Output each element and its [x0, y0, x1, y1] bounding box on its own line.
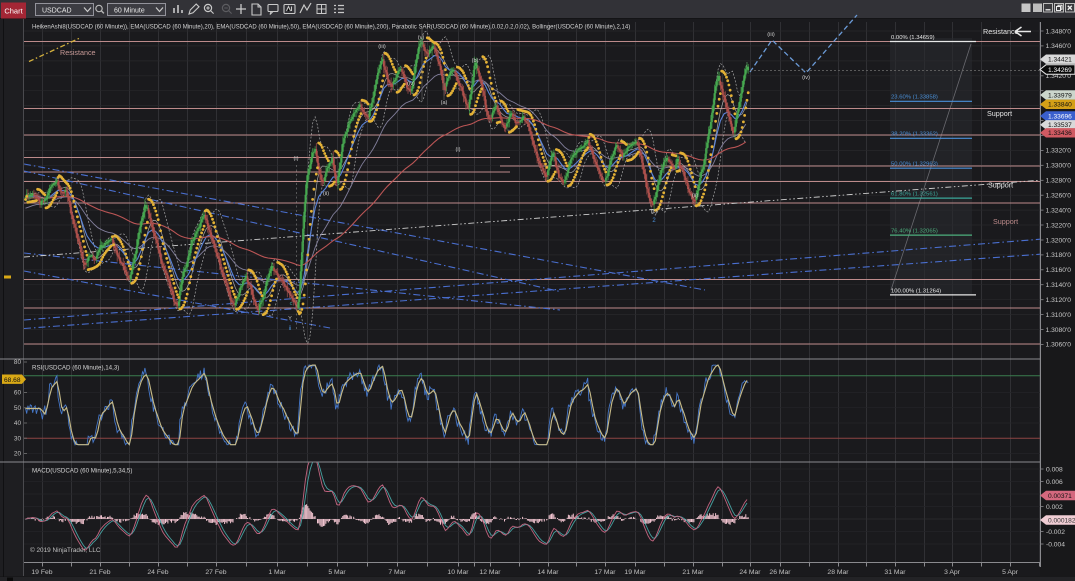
svg-text:1.34421: 1.34421 — [1048, 57, 1072, 64]
svg-text:RSI(USDCAD (60 Minute),14,3): RSI(USDCAD (60 Minute),14,3) — [32, 365, 119, 372]
svg-text:(iv): (iv) — [407, 81, 415, 87]
svg-text:10 Mar: 10 Mar — [447, 569, 469, 576]
svg-text:19 Mar: 19 Mar — [624, 569, 646, 576]
svg-text:50: 50 — [14, 405, 22, 412]
svg-text:23.60% (1.33858): 23.60% (1.33858) — [891, 95, 938, 101]
svg-text:ii: ii — [289, 326, 292, 332]
svg-text:1.3240'0: 1.3240'0 — [1046, 207, 1072, 214]
svg-text:(a): (a) — [441, 100, 448, 106]
svg-text:21 Mar: 21 Mar — [682, 569, 704, 576]
svg-text:1.3220'0: 1.3220'0 — [1046, 222, 1072, 229]
svg-text:1.33537: 1.33537 — [1048, 122, 1072, 129]
svg-text:17 Mar: 17 Mar — [594, 569, 616, 576]
svg-text:(v): (v) — [418, 35, 425, 41]
svg-text:(ii): (ii) — [323, 191, 329, 197]
svg-text:Support: Support — [988, 181, 1013, 190]
svg-text:(iv): (iv) — [802, 75, 810, 81]
svg-text:50.00% (1.32963): 50.00% (1.32963) — [891, 162, 938, 168]
svg-text:HeikenAshi8(USDCAD (60 Minute): HeikenAshi8(USDCAD (60 Minute)), EMA(USD… — [32, 25, 630, 31]
svg-text:40: 40 — [14, 420, 22, 427]
svg-text:12 Mar: 12 Mar — [479, 569, 501, 576]
svg-text:60: 60 — [14, 390, 22, 397]
svg-text:1.3120'0: 1.3120'0 — [1046, 297, 1072, 304]
svg-text:27 Feb: 27 Feb — [205, 569, 226, 576]
svg-text:1.33840: 1.33840 — [1048, 102, 1072, 109]
svg-text:(ii): (ii) — [692, 193, 698, 199]
svg-text:0.008: 0.008 — [1046, 466, 1063, 473]
svg-text:(b): (b) — [472, 58, 479, 64]
svg-text:1.3480'0: 1.3480'0 — [1046, 28, 1072, 35]
svg-text:80: 80 — [14, 359, 22, 366]
svg-text:Y: Y — [288, 316, 292, 322]
svg-text:(c): (c) — [651, 209, 658, 215]
svg-text:1.3200'0: 1.3200'0 — [1046, 237, 1072, 244]
svg-text:24 Feb: 24 Feb — [147, 569, 168, 576]
svg-text:1.3160'0: 1.3160'0 — [1046, 267, 1072, 274]
svg-text:5 Mar: 5 Mar — [328, 569, 346, 576]
svg-text:1.3320'0: 1.3320'0 — [1046, 148, 1072, 155]
svg-text:1.3100'0: 1.3100'0 — [1046, 312, 1072, 319]
svg-text:1.33979: 1.33979 — [1048, 92, 1072, 99]
svg-text:0.00371: 0.00371 — [1048, 493, 1072, 500]
svg-text:5 Apr: 5 Apr — [1002, 569, 1019, 576]
svg-text:© 2019 NinjaTrader, LLC: © 2019 NinjaTrader, LLC — [30, 546, 101, 554]
svg-text:1.33696: 1.33696 — [1048, 113, 1072, 120]
svg-text:1.3280'0: 1.3280'0 — [1046, 178, 1072, 185]
svg-text:38.20% (1.33362): 38.20% (1.33362) — [891, 132, 938, 138]
svg-text:60 Minute: 60 Minute — [114, 7, 145, 14]
svg-text:19 Feb: 19 Feb — [31, 569, 52, 576]
svg-text:0.002: 0.002 — [1046, 504, 1063, 511]
svg-text:1 Mar: 1 Mar — [268, 569, 286, 576]
svg-text:1.3180'0: 1.3180'0 — [1046, 252, 1072, 259]
svg-text:1.34269: 1.34269 — [1048, 67, 1072, 74]
svg-text:3 Apr: 3 Apr — [944, 569, 961, 576]
svg-text:1.3300'0: 1.3300'0 — [1046, 163, 1072, 170]
svg-text:1.3060'0: 1.3060'0 — [1046, 342, 1072, 349]
svg-text:1.33436: 1.33436 — [1048, 130, 1072, 137]
svg-text:Chart: Chart — [4, 7, 23, 16]
svg-text:Support: Support — [987, 109, 1012, 118]
svg-text:(i): (i) — [456, 147, 461, 153]
svg-text:(i): (i) — [294, 156, 299, 162]
svg-text:61.80% (1.32561): 61.80% (1.32561) — [891, 192, 938, 198]
svg-text:-0.002: -0.002 — [1046, 529, 1065, 536]
svg-text:Support: Support — [993, 217, 1018, 226]
svg-text:2: 2 — [652, 218, 656, 224]
svg-text:20: 20 — [14, 451, 22, 458]
svg-text:28 Mar: 28 Mar — [827, 569, 849, 576]
svg-text:Resistance: Resistance — [983, 27, 1019, 36]
svg-text:c: c — [290, 301, 293, 307]
svg-text:1.3460'0: 1.3460'0 — [1046, 43, 1072, 50]
svg-text:(iii): (iii) — [767, 32, 775, 38]
svg-text:1.3420'0: 1.3420'0 — [1046, 73, 1072, 80]
svg-text:31 Mar: 31 Mar — [884, 569, 906, 576]
svg-text:0.00% (1.34659): 0.00% (1.34659) — [891, 35, 935, 41]
svg-text:24 Mar: 24 Mar — [739, 569, 761, 576]
svg-text:26 Mar: 26 Mar — [769, 569, 791, 576]
svg-text:0.000182: 0.000182 — [1048, 517, 1075, 524]
svg-text:21 Feb: 21 Feb — [89, 569, 110, 576]
svg-text:MACD(USDCAD (60 Minute),5,34,5: MACD(USDCAD (60 Minute),5,34,5) — [32, 468, 132, 475]
svg-text:-0.004: -0.004 — [1046, 541, 1065, 548]
svg-text:76.40% (1.32065): 76.40% (1.32065) — [891, 229, 938, 235]
svg-text:1.3260'0: 1.3260'0 — [1046, 193, 1072, 200]
svg-text:1.3080'0: 1.3080'0 — [1046, 327, 1072, 334]
svg-text:Resistance: Resistance — [60, 48, 96, 57]
svg-text:30: 30 — [14, 435, 22, 442]
svg-text:0.006: 0.006 — [1046, 479, 1063, 486]
svg-text:14 Mar: 14 Mar — [537, 569, 559, 576]
svg-text:7 Mar: 7 Mar — [388, 569, 406, 576]
svg-text:USDCAD: USDCAD — [42, 7, 72, 14]
svg-text:(iii): (iii) — [378, 44, 386, 50]
svg-text:68.68: 68.68 — [4, 377, 21, 384]
svg-text:100.00% (1.31264): 100.00% (1.31264) — [891, 288, 941, 294]
svg-text:1.3140'0: 1.3140'0 — [1046, 282, 1072, 289]
